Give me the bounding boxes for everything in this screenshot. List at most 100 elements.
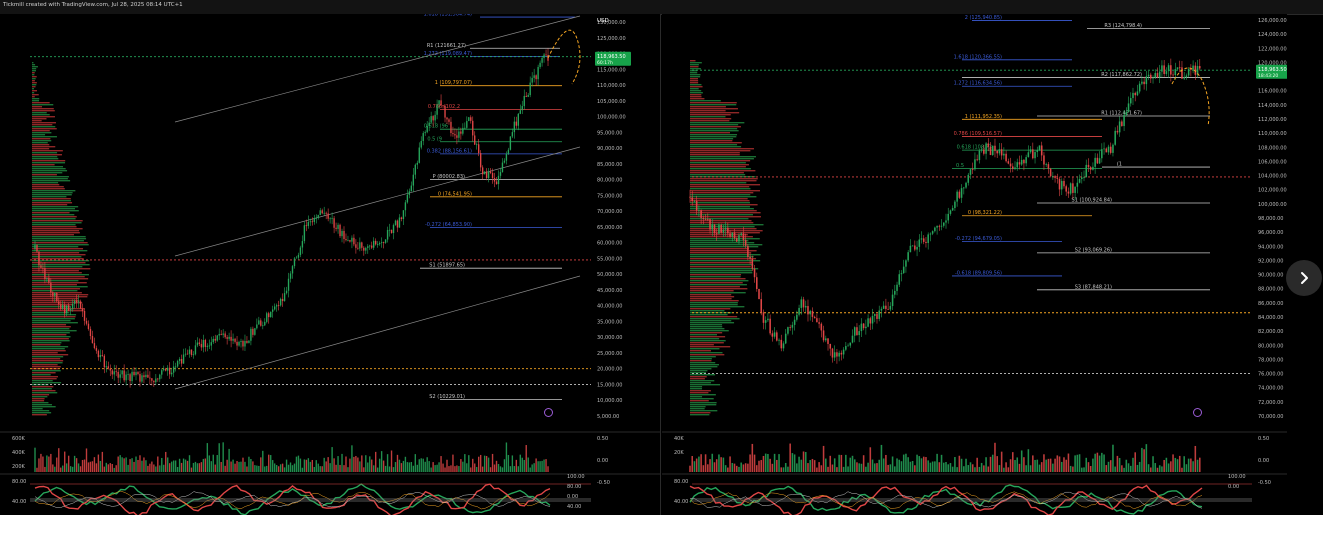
- candle-body: [105, 366, 108, 368]
- right-chart-panel[interactable]: 2 (125,940.85) R3 (124,798.4) 1.618 (120,3…: [662, 14, 1292, 515]
- candle-body: [48, 277, 50, 283]
- volume-profile-bar: [32, 364, 58, 366]
- volume-bar: [885, 454, 887, 472]
- volume-bar: [333, 458, 335, 472]
- volume-bar: [529, 467, 531, 472]
- volume-bar: [1127, 463, 1130, 472]
- volume-bar: [135, 456, 137, 472]
- volume-profile-bar: [690, 96, 702, 98]
- volume-bar: [1136, 464, 1139, 472]
- candle-body: [499, 172, 502, 176]
- volume-profile-bar: [32, 132, 52, 134]
- price-axis-label: 115,000.00: [597, 67, 626, 73]
- volume-bar: [232, 459, 234, 472]
- price-axis-label: 5,000.00: [597, 414, 619, 420]
- volume-profile-bar: [690, 330, 729, 332]
- volume-bar: [44, 466, 46, 472]
- volume-bar: [980, 462, 983, 472]
- volume-profile-bar: [32, 344, 61, 346]
- volume-bar: [119, 455, 121, 472]
- left-chart-svg[interactable]: 1.618 (131,564.74) R1 (121661.27) 1.272 (1…: [0, 12, 660, 515]
- volume-profile-bar: [690, 362, 716, 364]
- volume-profile-bar: [690, 246, 759, 248]
- candle-body: [764, 320, 767, 323]
- price-axis-label: 55,000.00: [597, 256, 622, 262]
- publish-icon[interactable]: [544, 408, 553, 417]
- candle-body: [513, 121, 516, 133]
- price-axis-label: 86,000.00: [1258, 301, 1283, 307]
- volume-profile-bar: [32, 114, 50, 116]
- volume-profile-bar: [32, 170, 68, 172]
- volume-bar: [416, 464, 418, 472]
- volume-bar: [1049, 458, 1052, 472]
- volume-profile-bar: [690, 98, 705, 100]
- volume-profile-bar: [32, 68, 37, 70]
- left-chart-panel[interactable]: 1.618 (131,564.74) R1 (121661.27) 1.272 (1…: [0, 12, 661, 515]
- publish-icon[interactable]: [1193, 408, 1202, 417]
- volume-profile-bar: [32, 106, 43, 108]
- volume-profile-bar: [32, 260, 90, 262]
- volume-profile-bar: [32, 84, 37, 86]
- price-axis-label: 30,000.00: [597, 335, 622, 341]
- volume-profile-bar: [32, 388, 52, 390]
- volume-profile-bar: [32, 282, 87, 284]
- volume-bar: [327, 457, 329, 472]
- candle-body: [497, 175, 500, 185]
- volume-bar: [188, 455, 191, 472]
- volume-profile-bar: [690, 134, 738, 136]
- volume-bar: [985, 457, 987, 472]
- candle-body: [464, 127, 466, 129]
- volume-bar: [198, 463, 201, 472]
- volume-profile-bar: [32, 284, 77, 286]
- volume-profile-bar: [32, 100, 40, 102]
- right-chart-svg[interactable]: 2 (125,940.85) R3 (124,798.4) 1.618 (120,3…: [662, 14, 1292, 515]
- volume-bar: [749, 454, 751, 472]
- volume-profile-bar: [690, 130, 739, 132]
- volume-bar: [733, 463, 736, 472]
- volume-profile-bar: [690, 358, 712, 360]
- volume-profile-bar: [690, 146, 742, 148]
- volume-bar: [159, 465, 161, 472]
- volume-profile-bar: [690, 218, 749, 220]
- volume-profile-bar: [32, 280, 79, 282]
- volume-bar: [519, 454, 521, 472]
- candle-body: [1125, 111, 1128, 115]
- candle-body: [329, 218, 331, 220]
- volume-bar: [81, 459, 84, 472]
- candle-body: [1170, 65, 1172, 75]
- volume-profile-bar: [32, 150, 63, 152]
- volume-bar: [1018, 463, 1021, 472]
- volume-bar: [321, 466, 323, 472]
- candle-body: [782, 343, 785, 349]
- fib-level-label: -0.618 (89,809.56): [955, 270, 1002, 276]
- candle-body: [186, 353, 189, 355]
- candle-body: [865, 326, 867, 329]
- price-axis-label: 126,000.00: [1258, 18, 1287, 24]
- volume-bar: [281, 463, 284, 472]
- next-chart-button[interactable]: [1286, 260, 1322, 296]
- volume-bar: [246, 466, 248, 472]
- volume-bar: [842, 466, 845, 472]
- volume-profile-bar: [690, 124, 739, 126]
- volume-bar: [847, 466, 849, 472]
- volume-bar: [818, 462, 820, 472]
- candle-body: [378, 243, 381, 245]
- candle-body: [438, 100, 440, 105]
- candle-body: [147, 374, 149, 378]
- volume-bar: [918, 456, 921, 472]
- candle-body: [125, 374, 127, 381]
- volume-profile-bar: [690, 236, 753, 238]
- price-axis-label: 106,000.00: [1258, 159, 1287, 165]
- candle-body: [436, 104, 438, 115]
- candle-body: [117, 371, 119, 378]
- volume-profile-bar: [690, 314, 728, 316]
- volume-profile-bar: [690, 84, 702, 86]
- volume-bar: [825, 458, 827, 472]
- volume-profile-bar: [690, 354, 725, 356]
- candle-body: [196, 342, 199, 346]
- price-axis-label: 130,000.00: [597, 20, 626, 26]
- volume-profile-bar: [690, 404, 717, 406]
- fib-level-label: -0.272 (64,853.90): [425, 222, 472, 228]
- volume-profile-bar: [32, 224, 76, 226]
- candle-body: [305, 225, 308, 227]
